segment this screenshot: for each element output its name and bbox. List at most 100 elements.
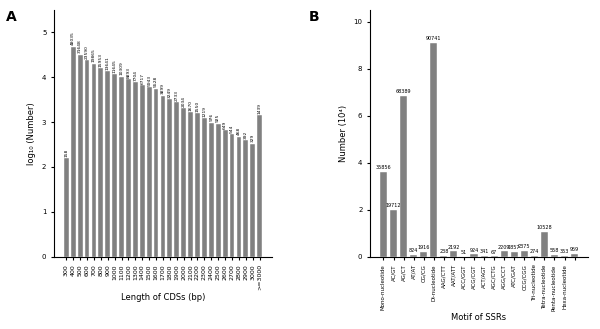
Bar <box>551 255 558 257</box>
Text: 158: 158 <box>64 148 68 157</box>
Bar <box>521 251 528 257</box>
Bar <box>571 254 578 257</box>
Text: 3249: 3249 <box>168 87 172 98</box>
Text: 5943: 5943 <box>147 75 151 86</box>
Bar <box>78 55 83 257</box>
Text: 67: 67 <box>491 250 497 255</box>
Bar <box>430 43 437 257</box>
X-axis label: Motif of SSRs: Motif of SSRs <box>451 313 506 322</box>
Bar <box>202 118 207 257</box>
Text: 1670: 1670 <box>188 100 193 111</box>
Bar <box>541 232 548 257</box>
Y-axis label: log₁₀ (Number): log₁₀ (Number) <box>28 102 37 164</box>
Text: B: B <box>309 10 320 24</box>
Text: 15953: 15953 <box>99 53 103 67</box>
Text: 959: 959 <box>570 247 579 252</box>
Bar <box>126 79 131 257</box>
Text: 2733: 2733 <box>175 90 179 101</box>
Bar <box>244 140 248 257</box>
Bar <box>481 256 488 257</box>
Text: 2209: 2209 <box>498 244 511 250</box>
Text: 544: 544 <box>230 124 234 133</box>
Bar <box>561 256 568 257</box>
Text: 51: 51 <box>461 250 467 255</box>
Text: 1439: 1439 <box>257 103 262 114</box>
Bar <box>119 77 124 257</box>
Text: 824: 824 <box>409 248 418 253</box>
Bar <box>188 112 193 257</box>
Text: 11645: 11645 <box>113 59 116 73</box>
Bar <box>257 115 262 257</box>
Bar <box>112 74 117 257</box>
Text: 7704: 7704 <box>133 70 137 81</box>
Text: 5528: 5528 <box>154 76 158 88</box>
Bar <box>106 71 110 257</box>
Text: 1916: 1916 <box>418 245 430 250</box>
Bar <box>511 252 518 257</box>
Text: 976: 976 <box>209 113 214 121</box>
Bar <box>380 172 387 257</box>
Bar <box>64 158 69 257</box>
Text: 925: 925 <box>216 114 220 122</box>
Text: 329: 329 <box>251 134 255 142</box>
Text: 31648: 31648 <box>78 39 82 53</box>
Bar <box>236 137 241 257</box>
Text: 238: 238 <box>439 249 449 254</box>
Bar <box>181 108 186 257</box>
Bar <box>410 255 417 257</box>
Text: 90741: 90741 <box>426 37 442 41</box>
Bar <box>161 95 166 257</box>
Bar <box>154 89 158 257</box>
Text: 8893: 8893 <box>127 67 130 78</box>
Text: 6717: 6717 <box>140 73 144 84</box>
Text: 68389: 68389 <box>396 89 412 94</box>
Bar <box>400 96 407 257</box>
Text: 353: 353 <box>560 249 569 254</box>
Bar <box>98 68 103 257</box>
Text: 23590: 23590 <box>85 45 89 59</box>
Text: 3899: 3899 <box>161 83 165 94</box>
Text: 48035: 48035 <box>71 31 75 45</box>
Text: 392: 392 <box>244 131 248 139</box>
Text: 2192: 2192 <box>448 244 460 250</box>
Text: 924: 924 <box>469 247 479 253</box>
Bar <box>195 114 200 257</box>
Text: 35856: 35856 <box>376 165 391 170</box>
Text: 649: 649 <box>223 121 227 129</box>
Bar <box>140 85 145 257</box>
Text: 2375: 2375 <box>518 244 530 249</box>
Bar <box>440 256 448 257</box>
Bar <box>71 47 76 257</box>
Text: 19865: 19865 <box>92 49 96 63</box>
Y-axis label: Number (10⁴): Number (10⁴) <box>339 105 348 162</box>
Bar <box>216 124 221 257</box>
Bar <box>230 134 235 257</box>
Bar <box>147 87 152 257</box>
Text: 1857: 1857 <box>508 245 520 250</box>
Bar <box>133 82 138 257</box>
Bar <box>175 102 179 257</box>
Bar <box>451 251 457 257</box>
Bar <box>531 256 538 257</box>
Bar <box>470 254 478 257</box>
Bar <box>420 252 427 257</box>
Text: 13641: 13641 <box>106 56 110 70</box>
Text: 341: 341 <box>479 249 489 254</box>
Bar <box>85 61 89 257</box>
Text: 1550: 1550 <box>196 101 199 112</box>
Text: 10309: 10309 <box>119 62 124 75</box>
Text: 19712: 19712 <box>386 203 401 208</box>
Bar <box>167 99 172 257</box>
Bar <box>209 122 214 257</box>
Bar <box>250 144 255 257</box>
X-axis label: Length of CDSs (bp): Length of CDSs (bp) <box>121 293 205 302</box>
Text: 1219: 1219 <box>202 106 206 117</box>
Text: 10528: 10528 <box>536 225 552 230</box>
Text: 468: 468 <box>237 127 241 136</box>
Bar <box>92 64 97 257</box>
Bar <box>500 251 508 257</box>
Text: A: A <box>6 10 17 24</box>
Text: 274: 274 <box>530 249 539 254</box>
Bar <box>223 131 227 257</box>
Text: 2034: 2034 <box>182 96 185 107</box>
